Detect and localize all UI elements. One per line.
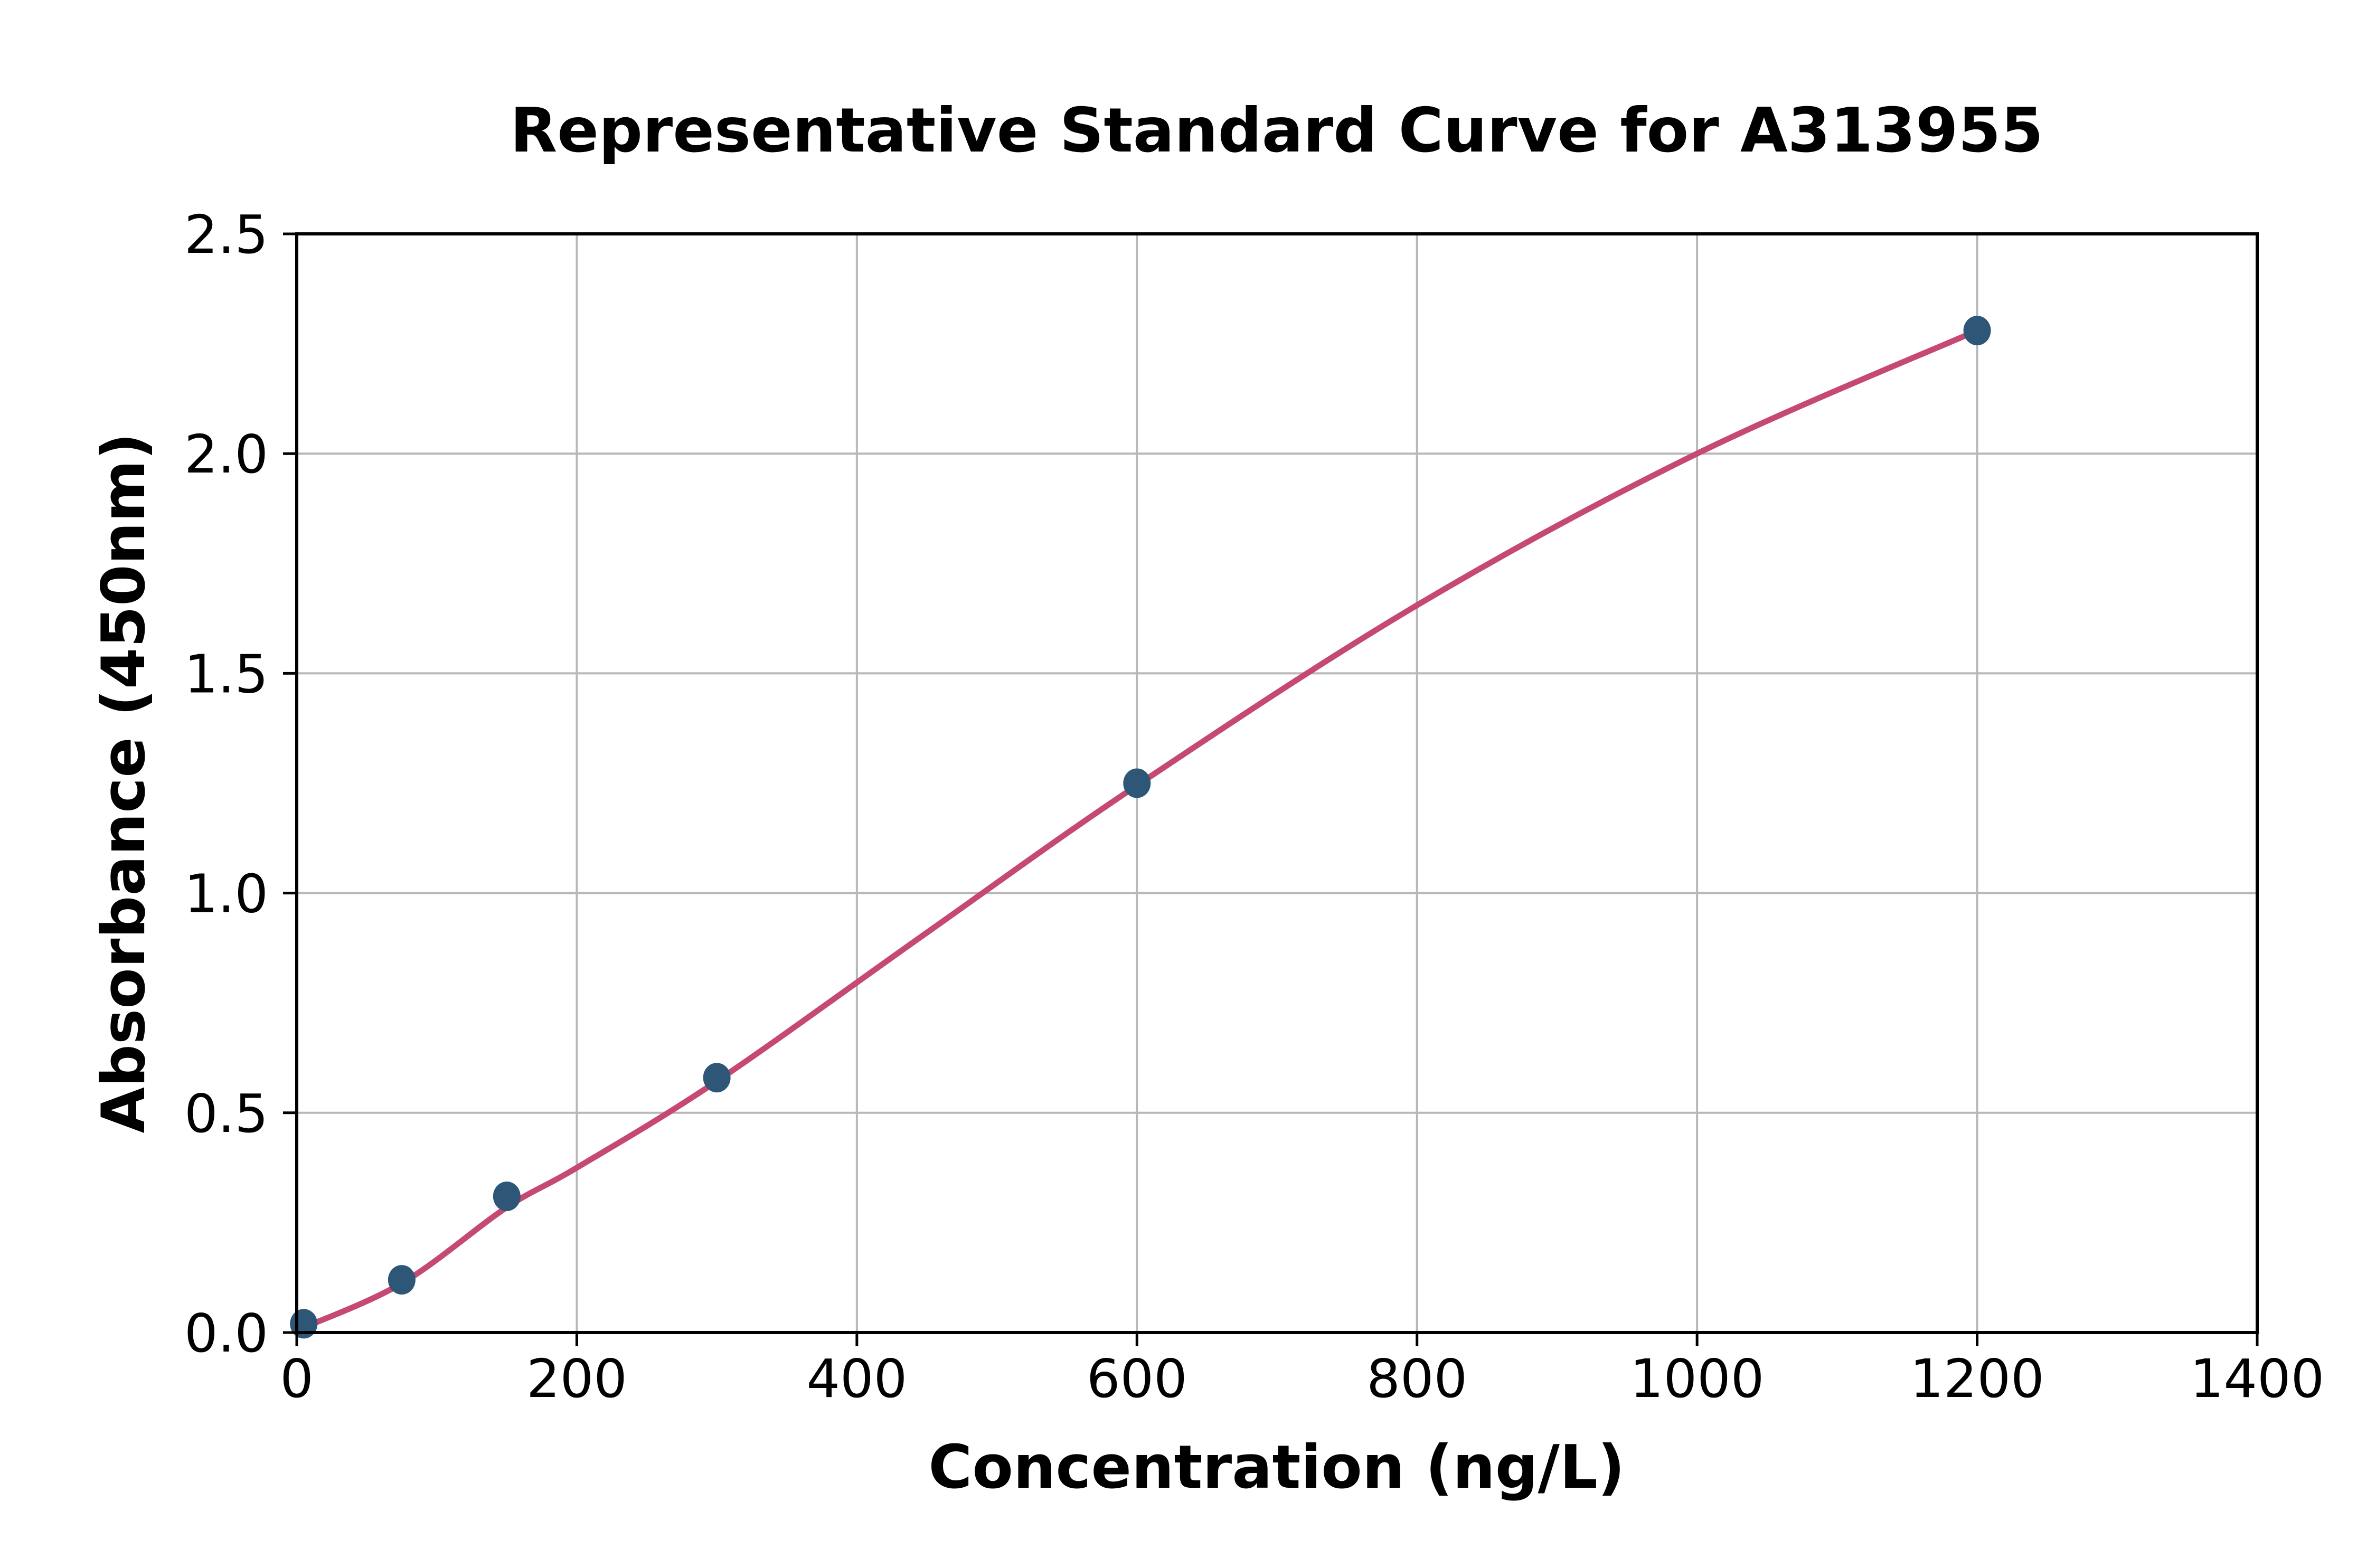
x-tick-label: 1400 xyxy=(2190,1348,2325,1410)
y-tick-label: 0.0 xyxy=(184,1302,268,1364)
y-tick-label: 2.5 xyxy=(184,204,268,266)
x-axis-label: Concentration (ng/L) xyxy=(928,1432,1625,1502)
data-point xyxy=(1123,768,1151,798)
data-point xyxy=(703,1063,731,1093)
x-tick-label: 600 xyxy=(1087,1348,1187,1410)
y-tick-label: 0.5 xyxy=(184,1083,268,1145)
y-axis-label: Absorbance (450nm) xyxy=(89,432,159,1134)
x-tick-label: 1200 xyxy=(1910,1348,2044,1410)
y-tick-label: 1.5 xyxy=(184,643,268,705)
data-point xyxy=(1963,316,1991,346)
data-point xyxy=(493,1181,521,1211)
y-tick-label: 1.0 xyxy=(184,863,268,925)
x-tick-label: 800 xyxy=(1366,1348,1467,1410)
x-tick-label: 0 xyxy=(280,1348,314,1410)
x-tick-label: 200 xyxy=(526,1348,627,1410)
x-tick-label: 400 xyxy=(806,1348,907,1410)
chart-title: Representative Standard Curve for A31395… xyxy=(510,95,2044,166)
data-point xyxy=(388,1265,416,1295)
x-tick-label: 1000 xyxy=(1630,1348,1765,1410)
plot-frame xyxy=(295,232,2259,1334)
y-tick-label: 2.0 xyxy=(184,423,268,485)
